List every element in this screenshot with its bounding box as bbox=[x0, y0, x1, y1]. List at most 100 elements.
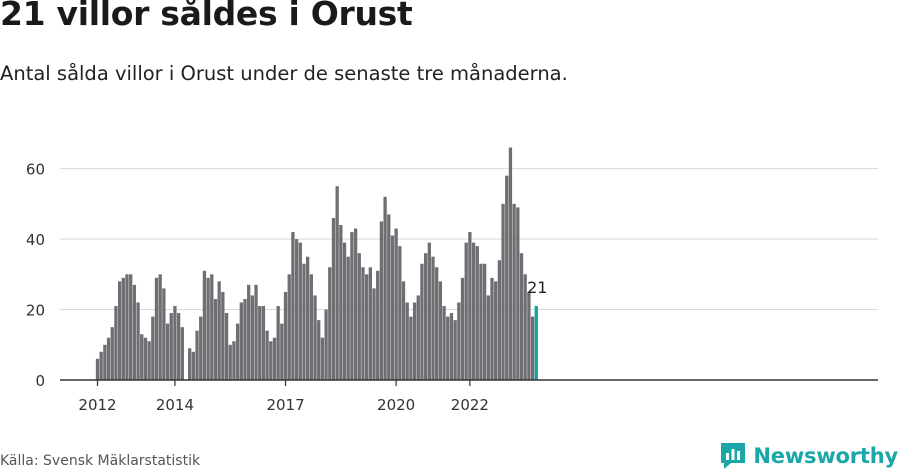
bar bbox=[140, 334, 144, 380]
bar bbox=[505, 175, 509, 380]
bar bbox=[523, 274, 527, 380]
bar bbox=[169, 313, 173, 380]
bar bbox=[401, 281, 406, 380]
bar bbox=[390, 235, 395, 380]
bar bbox=[136, 302, 140, 380]
bar bbox=[368, 267, 372, 380]
bar bbox=[431, 256, 435, 380]
bar bbox=[331, 217, 336, 380]
bar bbox=[383, 196, 387, 380]
bar bbox=[346, 256, 350, 380]
bar bbox=[165, 323, 170, 380]
bar bbox=[239, 302, 243, 380]
bar bbox=[162, 288, 166, 380]
bar bbox=[446, 316, 450, 380]
bar bbox=[110, 327, 114, 380]
bar bbox=[416, 295, 420, 380]
bar bbox=[302, 263, 306, 380]
bar bbox=[188, 348, 192, 380]
bar bbox=[176, 313, 181, 380]
highlight-value-label: 21 bbox=[527, 278, 547, 297]
bar bbox=[247, 284, 251, 380]
bar bbox=[217, 281, 221, 380]
bar bbox=[154, 277, 159, 380]
bar bbox=[306, 256, 310, 380]
bar bbox=[287, 274, 291, 380]
bar bbox=[376, 270, 380, 380]
bar bbox=[435, 267, 439, 380]
bar bbox=[372, 288, 376, 380]
bar bbox=[453, 320, 457, 380]
bar bbox=[313, 295, 317, 380]
bar bbox=[235, 323, 240, 380]
bar bbox=[117, 281, 122, 380]
bar bbox=[228, 344, 232, 380]
bar bbox=[317, 320, 321, 380]
bar bbox=[412, 302, 417, 380]
bar bbox=[106, 337, 111, 380]
bar bbox=[508, 147, 513, 380]
bar bbox=[254, 284, 258, 380]
bar bbox=[258, 306, 262, 380]
bar bbox=[180, 327, 184, 380]
x-tick-label: 2014 bbox=[156, 396, 194, 414]
bar bbox=[409, 316, 413, 380]
bar bbox=[357, 253, 361, 380]
bar bbox=[320, 337, 325, 380]
bar bbox=[132, 284, 137, 380]
y-tick-label: 0 bbox=[35, 372, 45, 390]
bar bbox=[324, 309, 328, 380]
bar bbox=[479, 263, 483, 380]
bar bbox=[291, 232, 295, 380]
bar bbox=[339, 225, 343, 380]
bar bbox=[490, 277, 494, 380]
bar bbox=[224, 313, 229, 380]
bar bbox=[379, 221, 384, 380]
bar bbox=[335, 186, 339, 380]
bar bbox=[309, 274, 313, 380]
bar bbox=[464, 242, 468, 380]
bar bbox=[442, 306, 446, 380]
bar-highlight bbox=[534, 306, 538, 380]
y-tick-label: 60 bbox=[26, 161, 45, 179]
bar bbox=[486, 295, 490, 380]
bar bbox=[129, 274, 133, 380]
bar bbox=[158, 274, 162, 380]
bar bbox=[294, 239, 299, 380]
bar bbox=[250, 295, 255, 380]
bar bbox=[210, 274, 214, 380]
bar bbox=[121, 277, 125, 380]
bar bbox=[519, 253, 524, 380]
bar bbox=[427, 242, 431, 380]
bar bbox=[512, 203, 516, 380]
bar bbox=[99, 351, 103, 380]
bar bbox=[438, 281, 443, 380]
bar bbox=[206, 277, 210, 380]
bar bbox=[353, 228, 358, 380]
bar bbox=[516, 207, 520, 380]
bar bbox=[361, 267, 365, 380]
bar bbox=[497, 260, 502, 380]
newsworthy-logo-text: Newsworthy bbox=[753, 444, 898, 468]
bar bbox=[501, 203, 505, 380]
bar bbox=[261, 306, 266, 380]
bar bbox=[191, 351, 196, 380]
bar bbox=[232, 341, 236, 380]
bar bbox=[114, 306, 118, 380]
bar bbox=[283, 291, 288, 380]
x-tick-label: 2020 bbox=[377, 396, 415, 414]
source-note: Källa: Svensk Mäklarstatistik bbox=[0, 453, 201, 469]
bar bbox=[199, 316, 203, 380]
bar bbox=[423, 253, 428, 380]
bar bbox=[280, 323, 284, 380]
bar bbox=[482, 263, 487, 380]
bar bbox=[202, 270, 207, 380]
bar bbox=[468, 232, 472, 380]
bar bbox=[95, 358, 100, 380]
bar bbox=[221, 291, 225, 380]
bar bbox=[328, 267, 332, 380]
bar bbox=[394, 228, 398, 380]
bar bbox=[398, 246, 402, 380]
bar bbox=[475, 246, 479, 380]
bar bbox=[272, 337, 277, 380]
